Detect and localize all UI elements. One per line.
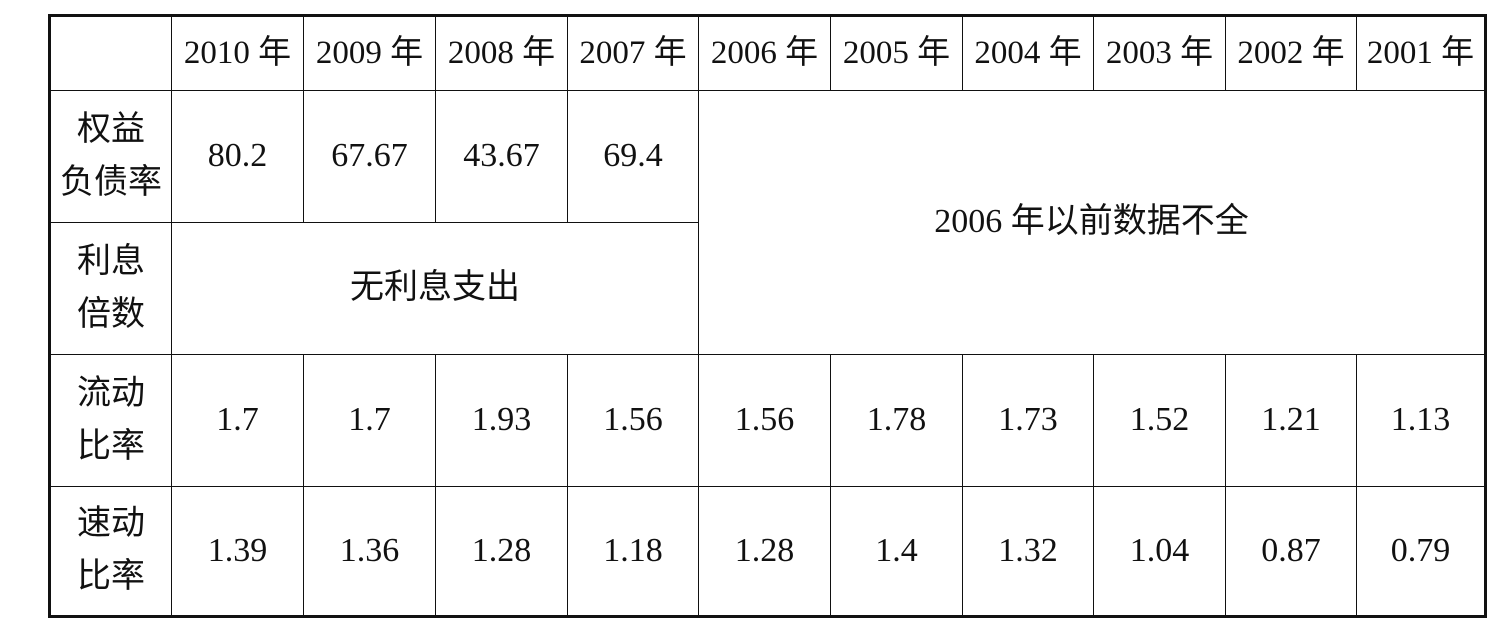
value-cell: 1.73 xyxy=(962,354,1094,487)
table-row: 权益 负债率 80.2 67.67 43.67 69.4 2006 年以前数据不全 xyxy=(49,90,1486,355)
corner-cell xyxy=(49,15,172,91)
value-cell: 1.7 xyxy=(171,354,304,487)
value-cell: 1.93 xyxy=(435,354,568,487)
year-header: 2003 年 xyxy=(1093,15,1226,91)
value-cell: 1.4 xyxy=(830,486,963,617)
value-cell: 1.13 xyxy=(1356,354,1486,487)
row-label: 流动 比率 xyxy=(49,354,172,487)
year-header: 2009 年 xyxy=(303,15,436,91)
value-cell: 1.04 xyxy=(1093,486,1226,617)
value-cell: 1.18 xyxy=(567,486,699,617)
table-row: 2010 年 2009 年 2008 年 2007 年 2006 年 2005 年 2004… xyxy=(49,15,1486,91)
value-cell: 1.56 xyxy=(698,354,831,487)
value-cell: 1.39 xyxy=(171,486,304,617)
year-header: 2008 年 xyxy=(435,15,568,91)
row-label: 速动 比率 xyxy=(49,486,172,617)
year-header: 2005 年 xyxy=(830,15,963,91)
value-cell: 80.2 xyxy=(171,90,304,223)
value-cell: 1.56 xyxy=(567,354,699,487)
table-row: 流动 比率 1.7 1.7 1.93 1.56 1.56 1.78 1.73 1.52 1.21 1… xyxy=(49,354,1486,487)
year-header: 2001 年 xyxy=(1356,15,1486,91)
missing-note: 2006 年以前数据不全 xyxy=(698,90,1486,355)
value-cell: 67.67 xyxy=(303,90,436,223)
value-cell: 1.28 xyxy=(698,486,831,617)
value-cell: 69.4 xyxy=(567,90,699,223)
value-cell: 1.32 xyxy=(962,486,1094,617)
year-header: 2004 年 xyxy=(962,15,1094,91)
year-header: 2002 年 xyxy=(1225,15,1357,91)
value-cell: 1.36 xyxy=(303,486,436,617)
value-cell: 0.79 xyxy=(1356,486,1486,617)
row-label: 权益 负债率 xyxy=(49,90,172,223)
value-cell: 43.67 xyxy=(435,90,568,223)
value-cell: 1.52 xyxy=(1093,354,1226,487)
value-cell: 1.28 xyxy=(435,486,568,617)
data-table: 2010 年 2009 年 2008 年 2007 年 2006 年 2005 年 2004… xyxy=(48,14,1487,618)
row-label: 利息 倍数 xyxy=(49,222,172,355)
value-cell: 1.78 xyxy=(830,354,963,487)
year-header: 2010 年 xyxy=(171,15,304,91)
value-cell: 1.21 xyxy=(1225,354,1357,487)
value-cell: 0.87 xyxy=(1225,486,1357,617)
year-header: 2007 年 xyxy=(567,15,699,91)
year-header: 2006 年 xyxy=(698,15,831,91)
note-cell: 无利息支出 xyxy=(171,222,699,355)
table-row: 速动 比率 1.39 1.36 1.28 1.18 1.28 1.4 1.32 1.04 0.87… xyxy=(49,486,1486,617)
value-cell: 1.7 xyxy=(303,354,436,487)
